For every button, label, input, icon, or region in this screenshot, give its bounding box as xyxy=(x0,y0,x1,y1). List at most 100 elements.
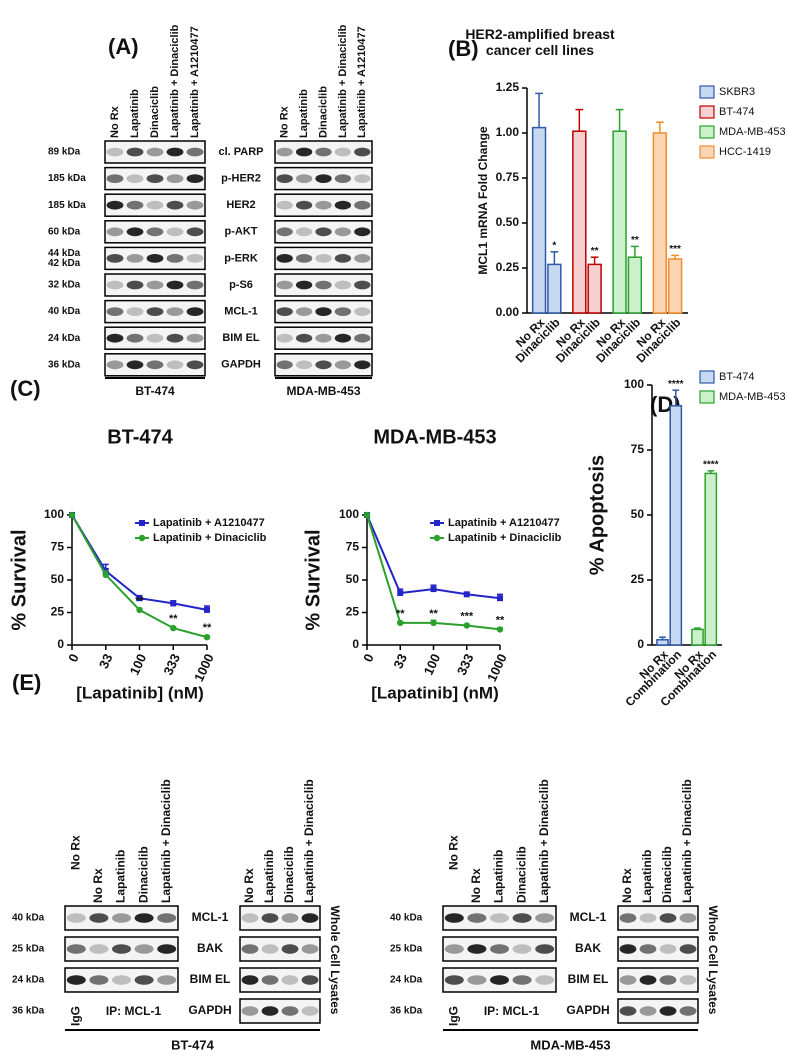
lane-label: Lapatinib xyxy=(262,850,276,903)
band xyxy=(186,280,204,290)
wcl-label: Whole Cell Lysates xyxy=(706,906,720,1015)
band xyxy=(276,333,293,343)
x-tick-label: 1000 xyxy=(484,651,510,684)
band xyxy=(354,174,371,184)
band xyxy=(295,174,313,184)
band xyxy=(301,975,319,985)
band xyxy=(276,307,293,316)
protein-label: BIM EL xyxy=(190,972,231,986)
band xyxy=(315,227,332,237)
point xyxy=(463,591,470,598)
band xyxy=(146,307,164,316)
band xyxy=(166,307,184,316)
point xyxy=(102,571,109,578)
legend-label: MDA-MB-453 xyxy=(719,126,786,138)
y-tick-label: 1.25 xyxy=(496,80,520,94)
legend-swatch xyxy=(699,105,715,119)
band xyxy=(315,174,332,184)
protein-label: BIM EL xyxy=(222,332,260,344)
lane-label: Lapatinib xyxy=(114,850,128,903)
band xyxy=(315,200,332,210)
y-tick-label: 0 xyxy=(57,637,64,651)
band xyxy=(89,944,109,954)
band xyxy=(354,147,371,157)
significance-label: ** xyxy=(429,608,438,620)
x-tick-label: 100 xyxy=(127,651,150,677)
band xyxy=(146,200,164,210)
y-tick-label: 0 xyxy=(637,637,644,651)
legend-swatch xyxy=(699,145,715,159)
legend-swatch xyxy=(699,370,715,384)
protein-label: GAPDH xyxy=(188,1003,231,1017)
band xyxy=(512,975,532,985)
x-axis-label: [Lapatinib] (nM) xyxy=(371,683,498,702)
band xyxy=(639,944,657,954)
band xyxy=(354,307,371,316)
lane-label: Dinaciclib xyxy=(317,86,329,138)
y-tick-label: 100 xyxy=(339,507,359,521)
marker-label: 25 kDa xyxy=(12,944,45,955)
band xyxy=(467,944,487,954)
band xyxy=(157,913,177,923)
lane-label: Lapatinib xyxy=(492,850,506,903)
band xyxy=(281,975,299,985)
point xyxy=(68,511,76,519)
band xyxy=(315,360,332,370)
point xyxy=(170,600,177,607)
band xyxy=(334,227,352,237)
protein-label: MCL-1 xyxy=(192,910,229,924)
y-tick-label: 50 xyxy=(51,572,65,586)
y-tick-label: 75 xyxy=(51,540,65,554)
band xyxy=(241,944,259,954)
band xyxy=(295,200,313,210)
band xyxy=(334,174,352,184)
band xyxy=(315,280,332,290)
igg-label: IgG xyxy=(68,1006,82,1026)
band xyxy=(261,913,279,923)
band xyxy=(619,1006,637,1016)
bar xyxy=(612,130,627,314)
band xyxy=(334,360,352,370)
band xyxy=(146,280,164,290)
significance-label: **** xyxy=(703,459,719,470)
bar xyxy=(652,132,668,314)
blot-box xyxy=(104,140,206,164)
band xyxy=(535,944,555,954)
y-axis-label: % Survival xyxy=(302,529,324,630)
band xyxy=(444,913,464,923)
protein-label: MCL-1 xyxy=(570,910,607,924)
legend-label: HCC-1419 xyxy=(719,146,771,158)
y-tick-label: 100 xyxy=(44,507,64,521)
band xyxy=(166,147,184,157)
bar xyxy=(691,628,704,646)
significance-label: ** xyxy=(396,608,405,620)
y-tick-label: 0.25 xyxy=(496,260,520,274)
lane-label: Lapatinib + Dinaciclib xyxy=(302,779,316,903)
lane-label: Dinaciclib xyxy=(136,846,150,903)
band xyxy=(301,1006,319,1016)
band xyxy=(281,913,299,923)
y-tick-label: 100 xyxy=(624,377,644,391)
lane-label: Lapatinib + A1210477 xyxy=(356,26,368,138)
significance-label: ** xyxy=(496,614,505,626)
band xyxy=(512,913,532,923)
band xyxy=(112,975,131,985)
blot-box xyxy=(617,967,699,993)
x-axis-label: [Lapatinib] (nM) xyxy=(76,683,203,702)
band xyxy=(334,254,352,263)
band xyxy=(354,360,371,370)
cell-line-label: MDA-MB-453 xyxy=(286,384,360,398)
band xyxy=(146,174,164,184)
band xyxy=(334,147,352,157)
significance-label: **** xyxy=(668,379,684,390)
chart-title-frame: HER2-amplified breast cancer cell lines xyxy=(465,26,614,58)
marker-label: 36 kDa xyxy=(390,1006,423,1017)
panel-label: (E) xyxy=(12,670,41,695)
significance-label: ** xyxy=(631,235,639,246)
lane-label: No Rx xyxy=(279,105,291,138)
band xyxy=(126,147,144,157)
band xyxy=(106,360,124,370)
y-tick-label: 75 xyxy=(346,540,360,554)
band xyxy=(619,975,637,985)
